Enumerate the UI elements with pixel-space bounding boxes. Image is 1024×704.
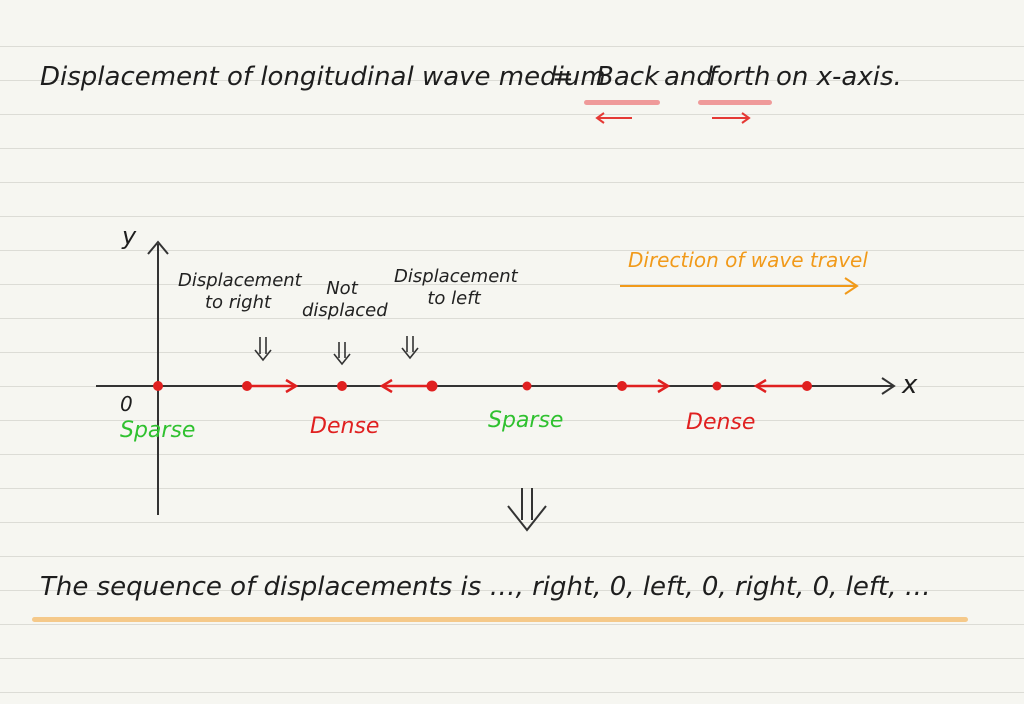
- y-axis-label: y: [122, 222, 137, 250]
- back-underline: [584, 100, 660, 105]
- medium-point: [802, 381, 812, 391]
- displacement-arrow-left-1: [379, 378, 432, 394]
- wave-direction-label: Direction of wave travel: [628, 248, 868, 272]
- label-line: to left: [427, 288, 481, 309]
- heading-equals: =: [552, 62, 574, 92]
- heading-left: Displacement of longitudinal wave medium: [40, 62, 606, 92]
- down-arrow-icon-left: [401, 336, 419, 360]
- conclusion-text: The sequence of displacements is …, righ…: [40, 572, 931, 602]
- heading-forth: forth: [708, 62, 771, 92]
- label-line: Displacement: [178, 270, 302, 291]
- region-dense-1: Dense: [310, 414, 380, 439]
- big-down-arrow-icon: [507, 488, 547, 532]
- region-sparse-1: Sparse: [120, 418, 196, 443]
- back-left-arrow-icon: [595, 112, 632, 124]
- label-displacement-left: Displacement to left: [394, 266, 518, 310]
- label-displacement-right: Displacement to right: [178, 270, 302, 314]
- conclusion-underline: [32, 617, 968, 622]
- label-line: Displacement: [394, 266, 518, 287]
- region-dense-2: Dense: [686, 410, 756, 435]
- heading-rest: on x-axis.: [776, 62, 902, 92]
- label-not-displaced: Not displaced: [302, 278, 388, 322]
- wave-direction-arrow-icon: [620, 277, 859, 295]
- heading-back: Back: [596, 62, 660, 92]
- medium-point: [426, 380, 438, 392]
- displacement-arrow-right-1: [247, 378, 299, 394]
- displacement-arrow-left-2: [753, 378, 807, 394]
- region-sparse-2: Sparse: [488, 408, 564, 433]
- down-arrow-icon-right: [254, 337, 272, 362]
- y-axis: [147, 240, 169, 515]
- forth-underline: [698, 100, 772, 105]
- x-axis-label: x: [902, 370, 918, 400]
- label-line: displaced: [302, 300, 388, 321]
- medium-point: [337, 381, 347, 391]
- medium-point: [712, 381, 722, 391]
- medium-point: [522, 381, 532, 391]
- origin-label: 0: [120, 392, 133, 416]
- down-arrow-icon-not: [333, 342, 351, 366]
- displacement-arrow-right-2: [622, 378, 671, 394]
- heading-and: and: [664, 62, 713, 92]
- medium-point: [153, 381, 163, 391]
- label-line: to right: [204, 292, 272, 313]
- forth-right-arrow-icon: [712, 112, 751, 124]
- medium-point: [242, 381, 252, 391]
- medium-point: [617, 381, 627, 391]
- label-line: Not: [326, 278, 358, 299]
